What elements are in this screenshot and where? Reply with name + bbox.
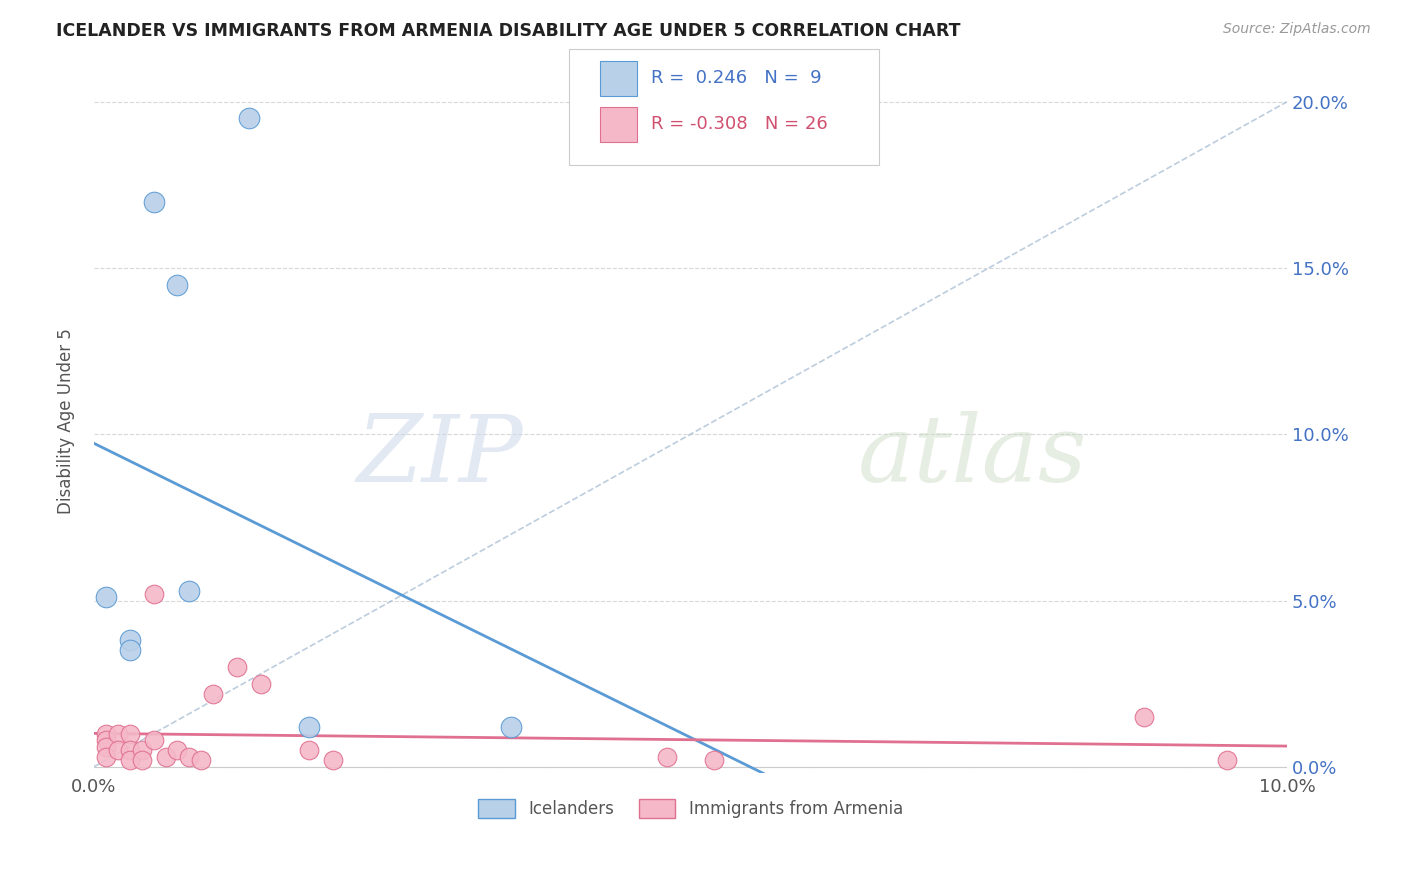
Point (118, 726, 141, 740)
Point (1216, 753, 1239, 767)
Point (238, 112, 260, 126)
Point (322, 753, 344, 767)
Point (703, 753, 725, 767)
Point (298, 743, 321, 757)
Point (250, 676, 273, 690)
Point (155, 749, 177, 764)
Text: R = -0.308   N = 26: R = -0.308 N = 26 (651, 115, 828, 133)
Point (202, 687, 225, 701)
Point (118, 643, 141, 657)
Text: ICELANDER VS IMMIGRANTS FROM ARMENIA DISABILITY AGE UNDER 5 CORRELATION CHART: ICELANDER VS IMMIGRANTS FROM ARMENIA DIS… (56, 22, 960, 40)
Point (166, 277, 188, 292)
Point (118, 633, 141, 648)
Point (131, 753, 153, 767)
Point (94, 591, 117, 605)
Point (190, 753, 212, 767)
Point (107, 726, 129, 740)
Point (226, 660, 249, 674)
Point (166, 743, 188, 757)
Point (501, 720, 523, 734)
Point (118, 753, 141, 767)
Point (131, 743, 153, 757)
Legend: Icelanders, Immigrants from Armenia: Icelanders, Immigrants from Armenia (471, 792, 910, 825)
Point (94, 733, 117, 747)
Point (298, 720, 321, 734)
Point (1133, 710, 1156, 724)
Point (107, 743, 129, 757)
Point (179, 749, 201, 764)
Point (179, 583, 201, 598)
Point (655, 749, 678, 764)
Point (142, 587, 165, 601)
Point (142, 733, 165, 747)
Text: R =  0.246   N =  9: R = 0.246 N = 9 (651, 70, 821, 87)
Point (94, 749, 117, 764)
Text: atlas: atlas (858, 411, 1087, 501)
Point (118, 743, 141, 757)
Point (142, 194, 165, 209)
Y-axis label: Disability Age Under 5: Disability Age Under 5 (58, 328, 75, 514)
Text: Source: ZipAtlas.com: Source: ZipAtlas.com (1223, 22, 1371, 37)
Text: ZIP: ZIP (357, 411, 523, 501)
Point (94, 726, 117, 740)
Point (94, 739, 117, 754)
